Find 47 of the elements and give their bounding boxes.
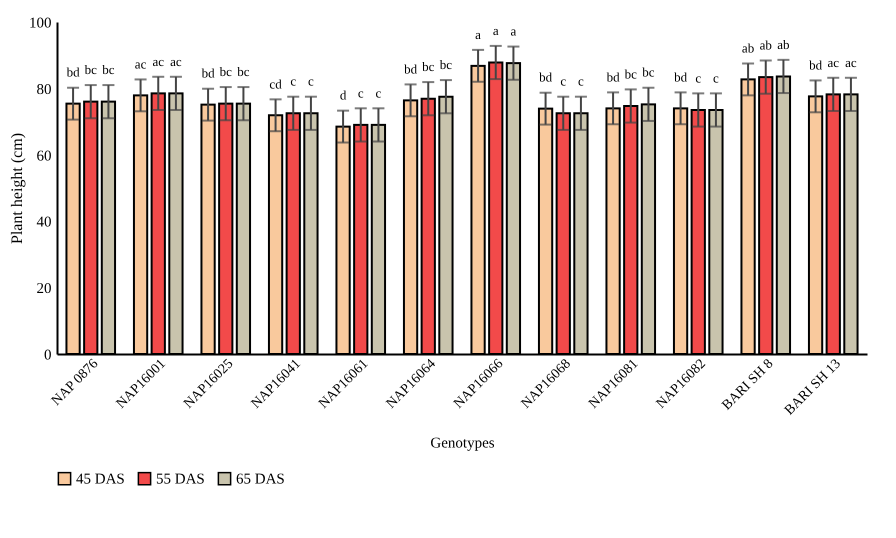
- data-label: ac: [845, 54, 857, 70]
- data-label: c: [695, 70, 702, 86]
- data-label: c: [560, 74, 566, 89]
- x-axis-title: Genotypes: [430, 436, 495, 452]
- data-label: bc: [102, 62, 115, 78]
- data-label: bd: [674, 69, 688, 84]
- data-label: a: [510, 24, 517, 39]
- data-label: a: [475, 26, 482, 42]
- data-label: bd: [539, 70, 553, 85]
- y-tick-label: 80: [36, 82, 52, 98]
- data-label: bd: [809, 57, 823, 72]
- data-label: c: [358, 85, 364, 100]
- data-label: bc: [237, 64, 250, 80]
- y-axis-title: Plant height (cm): [9, 132, 26, 244]
- data-label: d: [340, 88, 347, 103]
- data-label: bd: [202, 66, 216, 81]
- data-label: bc: [422, 59, 435, 74]
- data-label: c: [376, 85, 382, 100]
- data-label: bd: [404, 61, 418, 76]
- legend-label: 65 DAS: [236, 472, 285, 488]
- data-label: bd: [66, 64, 80, 80]
- y-tick-label: 20: [36, 281, 52, 298]
- data-label: c: [290, 74, 296, 89]
- data-label: ac: [152, 54, 164, 69]
- data-label: bc: [220, 64, 232, 80]
- data-label: c: [713, 70, 720, 86]
- data-label: ac: [170, 54, 182, 69]
- y-tick-label: 100: [29, 16, 52, 32]
- data-label: ac: [827, 54, 840, 70]
- y-tick-label: 40: [36, 214, 52, 231]
- data-label: bc: [84, 62, 98, 78]
- y-tick-label: 0: [44, 348, 52, 364]
- data-label: ab: [777, 36, 790, 52]
- y-tick-label: 60: [36, 148, 52, 164]
- data-label: ac: [134, 56, 147, 72]
- data-label: ab: [760, 38, 772, 53]
- legend-label: 55 DAS: [156, 472, 205, 488]
- data-label: bd: [606, 69, 620, 84]
- data-label: ab: [742, 40, 754, 56]
- data-label: a: [492, 22, 499, 38]
- data-label: bc: [624, 66, 638, 82]
- data-label: bc: [440, 57, 452, 72]
- data-label: bc: [642, 64, 655, 80]
- data-label: c: [308, 74, 314, 89]
- data-label: c: [578, 74, 584, 89]
- legend-label: 45 DAS: [76, 472, 125, 488]
- data-label: cd: [269, 76, 282, 92]
